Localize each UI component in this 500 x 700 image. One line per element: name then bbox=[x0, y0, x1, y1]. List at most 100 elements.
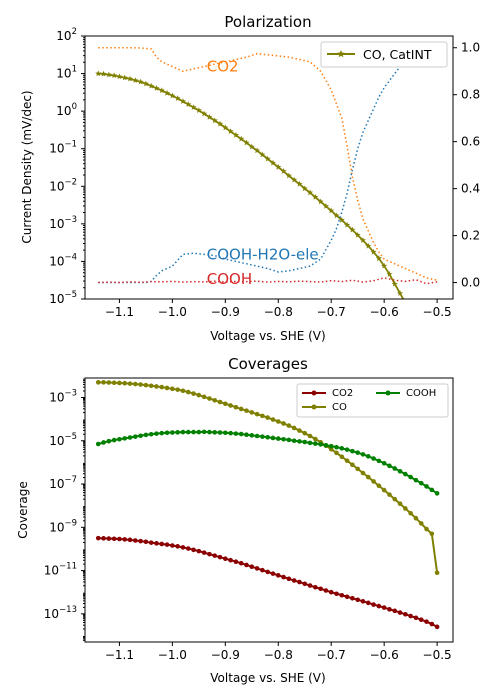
series-cooh-point bbox=[217, 430, 223, 435]
series-cooh-point bbox=[148, 431, 154, 437]
series-co-catint-point bbox=[285, 172, 292, 179]
series-co-point bbox=[408, 510, 413, 516]
series-co-point bbox=[122, 380, 128, 386]
series-co2-point bbox=[397, 610, 403, 615]
series-cooh-point bbox=[180, 429, 186, 435]
series-co-catint-point bbox=[306, 189, 314, 196]
series-co-catint-point bbox=[269, 159, 277, 166]
series-co2-point bbox=[223, 556, 228, 561]
series-cooh-point bbox=[170, 430, 175, 435]
series-co-point bbox=[334, 450, 339, 456]
series-cooh-point bbox=[223, 430, 228, 436]
series-co-catint-point bbox=[195, 107, 202, 113]
series-co-point bbox=[254, 411, 260, 417]
series-co-point bbox=[350, 462, 355, 468]
series-co2-point bbox=[244, 562, 249, 568]
series-co-point bbox=[95, 380, 101, 385]
series-co-catint-point bbox=[344, 221, 351, 228]
series-cooh-point bbox=[127, 435, 133, 440]
polarization-y-tick-label: 10−4 bbox=[49, 252, 77, 268]
series-co-point bbox=[138, 382, 143, 387]
series-cooh-point bbox=[387, 463, 392, 469]
series-cooh-point bbox=[360, 452, 366, 457]
series-co2-point bbox=[350, 595, 355, 601]
series-cooh-point bbox=[334, 444, 339, 450]
series-co-point bbox=[265, 415, 270, 420]
series-co-point bbox=[392, 496, 398, 502]
coverages-x-tick-label: −0.6 bbox=[370, 648, 399, 662]
coverages-x-ticks: −1.1 −1.0 −0.9 −0.8 −0.7 −0.6 −0.5 bbox=[105, 642, 452, 662]
series-cooh-point bbox=[371, 456, 376, 461]
series-co-point bbox=[291, 425, 297, 431]
series-co2-point bbox=[122, 537, 128, 542]
series-co2-point bbox=[207, 551, 212, 557]
series-co-point bbox=[133, 381, 138, 387]
series-co2-point bbox=[254, 566, 260, 571]
polarization-x-tick-label: −0.8 bbox=[264, 305, 293, 319]
series-co-point bbox=[170, 386, 175, 392]
series-co-catint-point bbox=[397, 290, 404, 296]
series-co2-point bbox=[371, 602, 376, 607]
series-co2-point bbox=[344, 594, 350, 600]
series-co-point bbox=[228, 403, 233, 408]
coverages-y-axis-label: Coverage bbox=[16, 481, 30, 539]
series-cooh-point bbox=[323, 442, 329, 448]
coverages-legend-box bbox=[296, 383, 449, 418]
series-co2-point bbox=[191, 547, 196, 553]
series-co-point bbox=[387, 492, 392, 497]
series-co-point bbox=[233, 404, 239, 410]
legend-marker-co2 bbox=[311, 390, 317, 396]
series-co2-point bbox=[249, 564, 255, 569]
coverages-x-tick-label: −1.1 bbox=[105, 648, 134, 662]
series-co-catint-point bbox=[391, 280, 398, 287]
series-cooh-point bbox=[434, 491, 440, 496]
coverages-x-tick-label: −0.5 bbox=[423, 648, 452, 662]
series-co-catint-point bbox=[381, 262, 388, 269]
series-cooh-point bbox=[281, 436, 286, 442]
series-co-point bbox=[143, 382, 149, 388]
series-co-catint-point bbox=[148, 82, 155, 89]
series-co-catint-point bbox=[264, 155, 271, 162]
series-co2-point bbox=[106, 536, 112, 541]
series-cooh-point bbox=[95, 441, 101, 447]
series-co-catint-point bbox=[365, 242, 372, 249]
series-co2-point bbox=[270, 571, 276, 576]
series-co2-point bbox=[297, 579, 302, 585]
series-co2-point bbox=[365, 600, 371, 606]
series-co-point bbox=[212, 397, 218, 403]
series-cooh-point bbox=[313, 441, 318, 446]
series-co-point bbox=[201, 394, 207, 400]
series-co2-point bbox=[95, 535, 101, 541]
series-co2-point bbox=[355, 597, 360, 603]
polarization-y2-tick-label: 1.0 bbox=[461, 41, 480, 55]
annotation-cooh-h2o-ele: COOH-H2O-ele bbox=[207, 245, 319, 263]
series-cooh-point bbox=[101, 440, 106, 445]
series-co2-point bbox=[185, 546, 191, 551]
series-cooh-point bbox=[339, 446, 345, 451]
series-co2-point bbox=[238, 560, 244, 566]
coverages-x-tick-label: −0.9 bbox=[211, 648, 240, 662]
series-co-point bbox=[344, 458, 350, 463]
series-cooh-point bbox=[196, 429, 202, 435]
series-cooh-point bbox=[424, 484, 429, 489]
series-co-point bbox=[418, 521, 424, 526]
polarization-plot-frame bbox=[84, 35, 454, 300]
series-co-catint-point bbox=[169, 92, 176, 99]
polarization-x-axis-label: Voltage vs. SHE (V) bbox=[210, 329, 325, 343]
series-cooh-point bbox=[275, 436, 281, 441]
series-co-point bbox=[424, 526, 429, 532]
series-co-point bbox=[244, 408, 249, 413]
series-co2-point bbox=[154, 541, 159, 546]
polarization-chart: Polarization −1.1 −1.0 −0.9 −0.8 −0.7 −0.6 −0.… bbox=[20, 13, 480, 343]
series-cooh-point bbox=[117, 436, 122, 442]
polarization-series-group bbox=[95, 46, 438, 299]
series-co-point bbox=[413, 515, 419, 521]
series-co-catint-point bbox=[111, 72, 118, 79]
series-cooh-point bbox=[175, 430, 180, 435]
coverages-x-axis-label: Voltage vs. SHE (V) bbox=[210, 671, 325, 685]
coverages-x-tick-label: −0.8 bbox=[264, 648, 293, 662]
coverages-title: Coverages bbox=[228, 355, 308, 373]
series-cooh-point bbox=[106, 438, 112, 444]
series-co-point bbox=[175, 387, 180, 392]
series-cooh-point bbox=[328, 443, 334, 449]
